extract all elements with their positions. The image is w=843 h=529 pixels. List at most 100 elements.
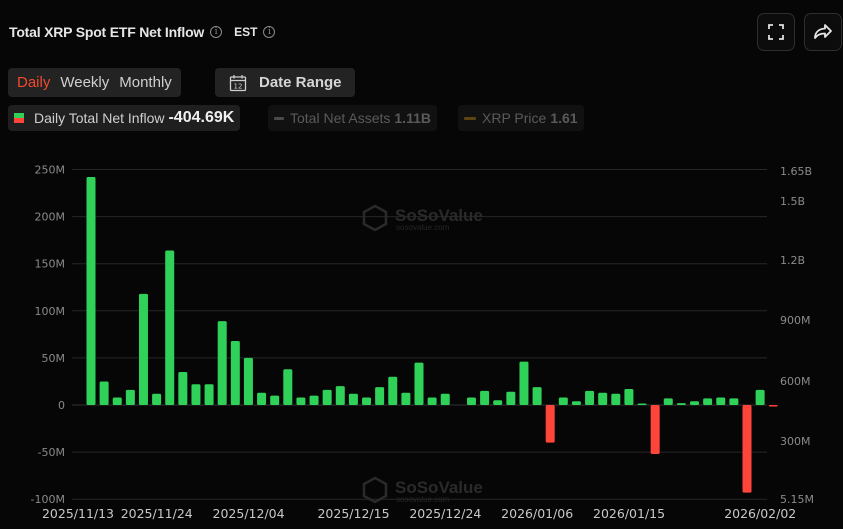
bar[interactable]: [112, 397, 122, 405]
x-tick-label: 2026/01/15: [593, 506, 665, 521]
bar[interactable]: [335, 386, 345, 405]
bar[interactable]: [768, 405, 778, 407]
legend-total-net-assets[interactable]: Total Net Assets 1.11B: [268, 105, 437, 131]
bar[interactable]: [283, 369, 293, 405]
bar[interactable]: [545, 405, 555, 443]
x-tick-label: 2026/02/02: [724, 506, 796, 521]
bar[interactable]: [322, 389, 332, 405]
bar[interactable]: [598, 392, 608, 405]
bar[interactable]: [650, 405, 660, 454]
bar[interactable]: [585, 390, 595, 405]
bar[interactable]: [729, 398, 739, 405]
bar[interactable]: [558, 397, 568, 405]
legend-daily-inflow[interactable]: Daily Total Net Inflow -404.69K: [8, 105, 241, 131]
y2-tick-label: 1.65B: [780, 165, 812, 178]
bar[interactable]: [204, 384, 214, 405]
bar[interactable]: [230, 340, 240, 405]
bar-chart[interactable]: 250M 200M 150M 100M 50M 0 -50M -100M 1.65B 1.5B 1.…: [0, 150, 843, 529]
period-weekly[interactable]: Weekly: [60, 74, 110, 91]
bar[interactable]: [611, 393, 621, 405]
fullscreen-icon: [768, 24, 784, 40]
bar[interactable]: [257, 392, 267, 405]
inflow-swatch-icon: [14, 113, 24, 123]
bar[interactable]: [401, 392, 411, 405]
bar[interactable]: [663, 398, 673, 405]
bar[interactable]: [362, 397, 372, 405]
fullscreen-button[interactable]: [757, 13, 795, 51]
bar[interactable]: [493, 400, 503, 405]
bar[interactable]: [191, 384, 201, 405]
bar[interactable]: [637, 403, 647, 406]
info-icon[interactable]: i: [210, 26, 223, 38]
period-daily[interactable]: Daily: [17, 74, 51, 91]
bar[interactable]: [480, 390, 490, 405]
x-tick-label: 2025/11/13: [42, 506, 114, 521]
bar[interactable]: [152, 393, 162, 405]
bar[interactable]: [703, 398, 713, 405]
bar[interactable]: [755, 389, 765, 405]
bar[interactable]: [178, 372, 188, 405]
price-label: XRP Price: [482, 110, 547, 126]
bar[interactable]: [243, 357, 253, 405]
bar[interactable]: [690, 401, 700, 405]
assets-value: 1.11B: [394, 110, 431, 126]
bar[interactable]: [466, 397, 476, 405]
sosovalue-logo-icon: [362, 476, 388, 504]
y-tick-label: -50M: [38, 446, 65, 459]
timezone-info-icon[interactable]: i: [263, 26, 276, 38]
bar[interactable]: [99, 381, 109, 405]
bar[interactable]: [125, 389, 135, 405]
y2-tick-label: 900M: [780, 314, 811, 327]
inflow-label: Daily Total Net Inflow: [34, 110, 165, 126]
bar[interactable]: [571, 401, 581, 405]
y-tick-label: 150M: [35, 258, 66, 271]
chart-header: Total XRP Spot ETF Net Inflow i EST i: [9, 22, 276, 42]
period-monthly[interactable]: Monthly: [119, 74, 172, 91]
y2-tick-label: 1.5B: [780, 195, 805, 208]
bar[interactable]: [624, 388, 634, 405]
bar[interactable]: [532, 387, 542, 405]
assets-label: Total Net Assets: [290, 110, 391, 126]
y2-tick-label: 600M: [780, 375, 811, 388]
x-tick-label: 2025/12/24: [409, 506, 481, 521]
bar[interactable]: [375, 387, 385, 405]
legend-xrp-price[interactable]: XRP Price 1.61: [458, 105, 584, 131]
x-tick-label: 2025/12/15: [317, 506, 389, 521]
period-selector: Daily Weekly Monthly: [8, 68, 181, 97]
share-button[interactable]: [804, 13, 842, 51]
bar[interactable]: [676, 403, 686, 405]
sosovalue-logo-icon: [362, 204, 388, 232]
bar[interactable]: [388, 376, 398, 405]
watermark-brand: SoSoValue: [395, 478, 483, 497]
bar[interactable]: [165, 250, 175, 405]
y2-tick-label: 5.15M: [780, 493, 814, 506]
price-value: 1.61: [550, 110, 578, 126]
watermark-url: sosovalue.com: [396, 495, 450, 504]
bar[interactable]: [348, 393, 358, 405]
share-icon: [814, 24, 832, 39]
bar[interactable]: [309, 395, 319, 405]
bar[interactable]: [519, 361, 529, 405]
y-tick-label: 0: [58, 399, 65, 412]
bar[interactable]: [270, 395, 280, 405]
bar[interactable]: [86, 177, 96, 405]
y2-tick-label: 300M: [780, 435, 811, 448]
x-tick-label: 2026/01/06: [501, 506, 573, 521]
bar[interactable]: [427, 397, 437, 405]
bar[interactable]: [296, 397, 306, 405]
y-tick-label: 200M: [35, 211, 66, 224]
date-range-button[interactable]: 12 Date Range: [215, 68, 355, 97]
bar[interactable]: [506, 391, 516, 405]
bar[interactable]: [414, 362, 424, 405]
bar[interactable]: [440, 393, 450, 405]
y-tick-label: 100M: [35, 305, 66, 318]
bar[interactable]: [217, 321, 227, 405]
bar[interactable]: [138, 293, 148, 405]
watermark-url: sosovalue.com: [396, 223, 450, 232]
bar[interactable]: [716, 397, 726, 405]
bar[interactable]: [742, 405, 752, 493]
y-tick-label: 250M: [35, 164, 66, 177]
calendar-icon: 12: [229, 74, 247, 91]
timezone-label: EST: [234, 25, 258, 39]
watermark-brand: SoSoValue: [395, 206, 483, 225]
